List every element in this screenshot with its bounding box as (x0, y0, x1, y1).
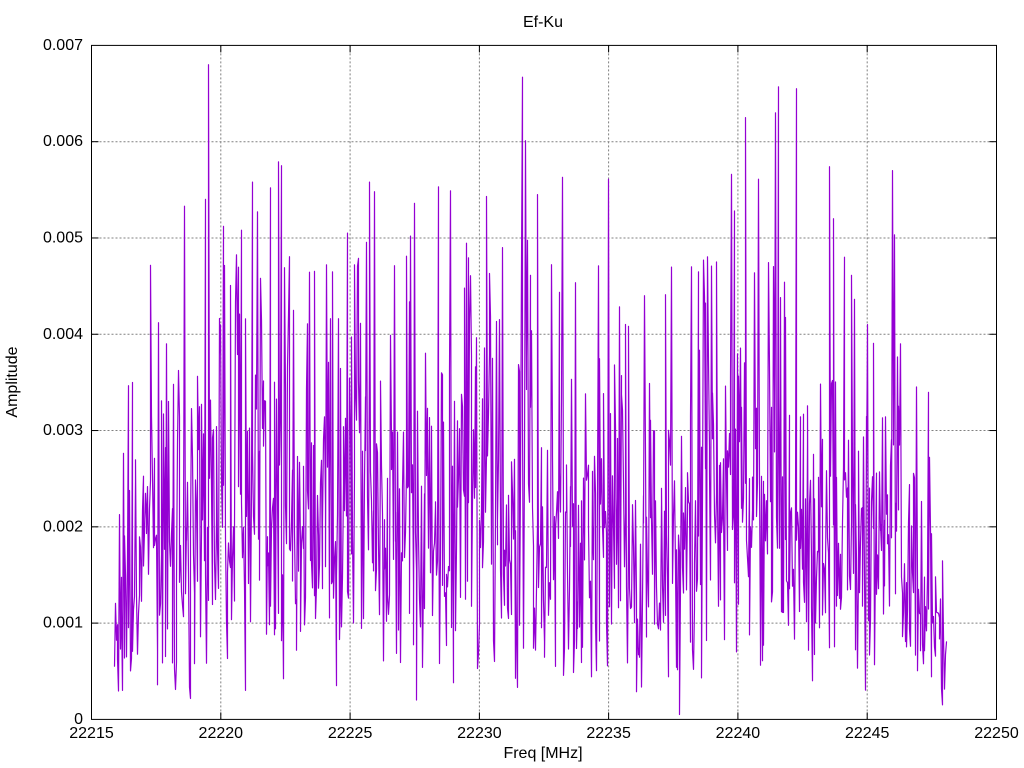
svg-text:22225: 22225 (328, 725, 373, 742)
svg-text:Amplitude: Amplitude (4, 346, 21, 417)
svg-text:0.007: 0.007 (43, 37, 83, 54)
svg-text:0.001: 0.001 (43, 615, 83, 632)
svg-text:22240: 22240 (716, 725, 761, 742)
svg-text:22220: 22220 (199, 725, 244, 742)
svg-text:22215: 22215 (69, 725, 114, 742)
svg-text:0.003: 0.003 (43, 422, 83, 439)
svg-text:0.006: 0.006 (43, 133, 83, 150)
svg-text:22245: 22245 (845, 725, 890, 742)
svg-text:0: 0 (74, 711, 83, 728)
svg-text:0.004: 0.004 (43, 326, 83, 343)
svg-text:22230: 22230 (457, 725, 502, 742)
svg-text:0.005: 0.005 (43, 230, 83, 247)
svg-text:Ef-Ku: Ef-Ku (523, 14, 563, 31)
svg-text:Freq [MHz]: Freq [MHz] (503, 745, 582, 762)
svg-text:22250: 22250 (974, 725, 1019, 742)
svg-text:22235: 22235 (586, 725, 631, 742)
svg-text:0.002: 0.002 (43, 518, 83, 535)
